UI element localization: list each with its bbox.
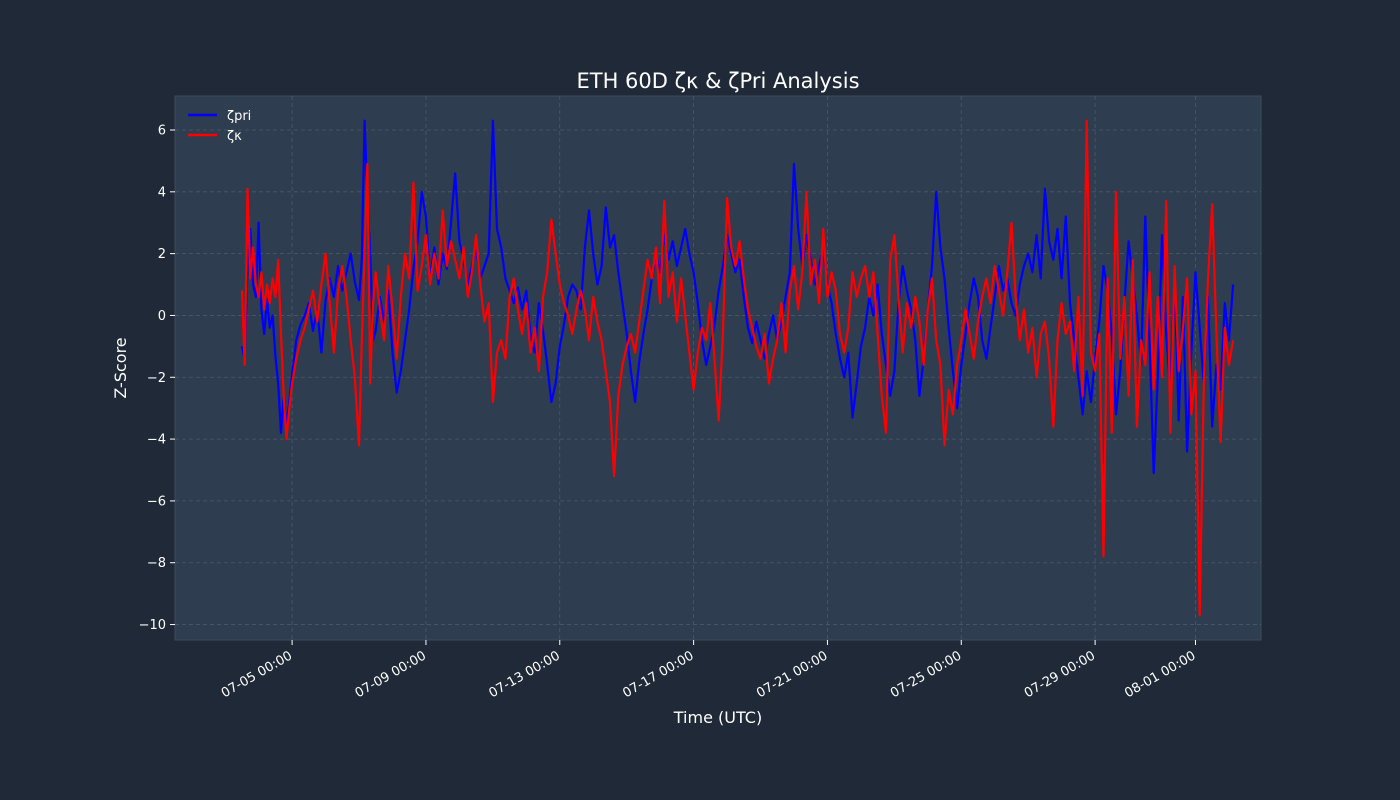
y-axis: 6 4 2 0 −2 −4 −6 −8 −10 xyxy=(139,124,175,633)
y-axis-title: Z-Score xyxy=(111,337,130,398)
y-tick-label: −8 xyxy=(147,556,166,571)
series-group xyxy=(240,119,1235,617)
legend: ζpri ζκ xyxy=(188,109,251,144)
legend-label-zpri: ζpri xyxy=(227,109,251,124)
y-tick-label: 0 xyxy=(158,309,166,324)
plot-area xyxy=(174,95,1262,641)
chart-title: ETH 60D ζκ & ζPri Analysis xyxy=(576,69,859,93)
y-tick-label: −10 xyxy=(139,618,166,633)
y-tick-label: 4 xyxy=(158,185,166,200)
y-tick-label: −4 xyxy=(147,433,166,448)
y-tick-label: 6 xyxy=(158,124,166,139)
y-tick-label: −2 xyxy=(147,371,166,386)
legend-label-zk: ζκ xyxy=(227,129,242,144)
series-line-zk xyxy=(240,119,1235,617)
x-axis-title: Time (UTC) xyxy=(673,708,762,727)
y-tick-label: 2 xyxy=(158,247,166,262)
y-tick-label: −6 xyxy=(147,494,166,509)
